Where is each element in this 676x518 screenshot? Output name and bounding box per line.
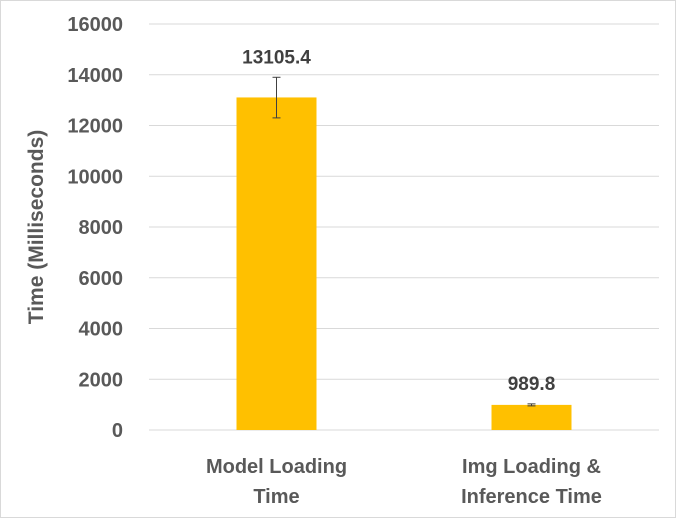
y-tick-label: 16000 xyxy=(67,14,123,36)
x-category-label: Time xyxy=(253,486,299,508)
data-label: 989.8 xyxy=(508,374,556,395)
x-category-label: Model Loading xyxy=(206,456,347,478)
y-axis-title: Time (Milliseconds) xyxy=(25,130,48,325)
bar xyxy=(236,97,317,431)
x-category-label: Img Loading & xyxy=(462,456,601,478)
error-bar xyxy=(272,76,281,119)
y-tick-label: 14000 xyxy=(67,65,123,87)
y-tick-label: 0 xyxy=(112,420,123,442)
data-label: 13105.4 xyxy=(242,47,311,68)
x-category-label: Inference Time xyxy=(461,486,602,508)
bar xyxy=(491,404,572,430)
y-tick-label: 12000 xyxy=(67,116,123,138)
error-bars xyxy=(272,76,536,407)
y-tick-label: 4000 xyxy=(79,319,124,341)
data-labels: 13105.4 989.8 xyxy=(242,47,555,395)
x-axis-categories: Model Loading Time Img Loading & Inference … xyxy=(206,456,602,508)
error-bar xyxy=(527,403,536,407)
y-tick-label: 2000 xyxy=(79,369,124,391)
gridlines xyxy=(149,23,659,431)
y-tick-label: 6000 xyxy=(79,268,124,290)
y-tick-label: 8000 xyxy=(79,217,124,239)
y-tick-label: 10000 xyxy=(67,166,123,188)
bars xyxy=(236,97,572,431)
y-axis-ticks: 0 2000 4000 6000 8000 10000 12000 14000 16000 xyxy=(67,14,123,442)
